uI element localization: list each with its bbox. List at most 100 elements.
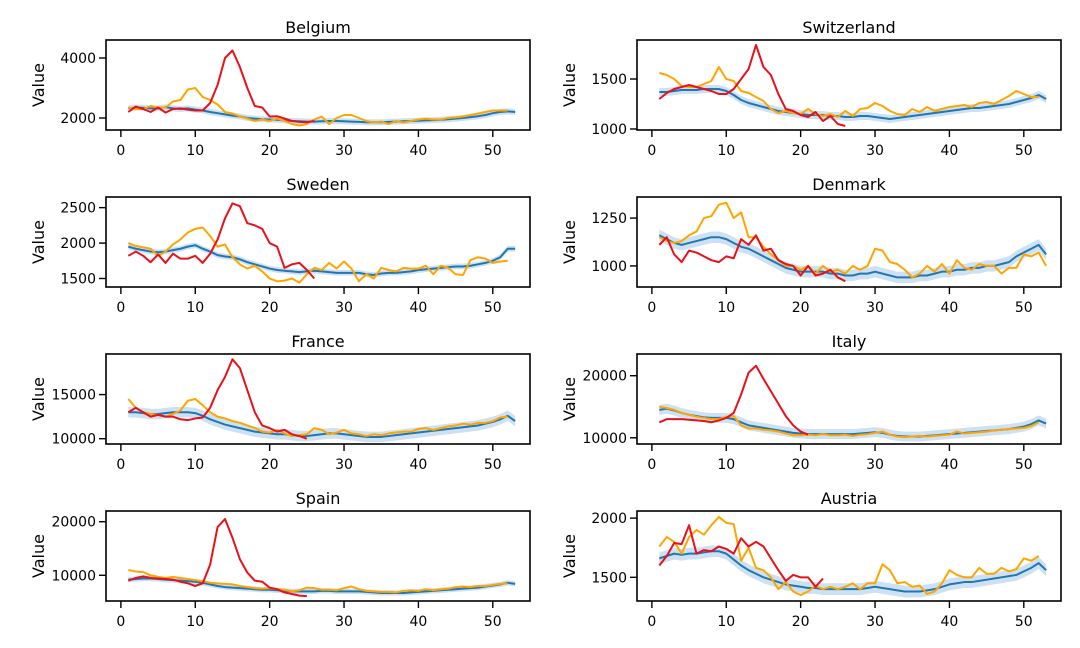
y-tick-label: 20000 bbox=[51, 515, 96, 531]
axes-frame bbox=[636, 353, 1062, 445]
series-line-orange bbox=[128, 87, 508, 127]
axes-frame bbox=[636, 510, 1062, 602]
x-tick-label: 40 bbox=[410, 614, 428, 630]
series-line-average bbox=[128, 411, 516, 438]
axes-frame bbox=[105, 510, 531, 602]
y-tick-label: 1000 bbox=[591, 122, 627, 138]
series-line-red bbox=[127, 49, 315, 124]
x-tick-label: 50 bbox=[484, 300, 502, 316]
x-tick-label: 40 bbox=[941, 300, 959, 316]
series-line-red bbox=[127, 518, 307, 598]
plot-area bbox=[658, 364, 1047, 442]
panel-title: Switzerland bbox=[802, 18, 895, 37]
y-tick-label: 10000 bbox=[51, 432, 96, 448]
y-axis-label: Value bbox=[29, 534, 48, 578]
axes-frame bbox=[636, 39, 1062, 131]
confidence-band bbox=[659, 85, 1047, 123]
plot-area bbox=[658, 515, 1047, 598]
panel-italy: 0 10 20 30 40 50 10000 20000 Italy Value bbox=[560, 332, 1062, 473]
y-tick-label: 1000 bbox=[591, 259, 627, 275]
panel-title: France bbox=[291, 332, 344, 351]
x-tick-label: 20 bbox=[792, 614, 810, 630]
x-tick-label: 30 bbox=[335, 300, 353, 316]
panel-title: Austria bbox=[821, 489, 878, 508]
series-line-average bbox=[658, 234, 1047, 279]
y-tick-label: 1500 bbox=[60, 271, 96, 287]
y-axis-label: Value bbox=[560, 377, 579, 421]
x-tick-label: 40 bbox=[941, 457, 959, 473]
y-axis-label: Value bbox=[29, 220, 48, 264]
y-tick-label: 2000 bbox=[591, 511, 627, 527]
x-tick-label: 50 bbox=[1015, 614, 1033, 630]
x-tick-label: 50 bbox=[1015, 457, 1033, 473]
x-tick-label: 10 bbox=[717, 300, 735, 316]
y-tick-label: 2500 bbox=[60, 201, 96, 217]
panel-switzerland: 0 10 20 30 40 50 1000 1500 Switzerland Value bbox=[560, 18, 1062, 159]
y-axis-label: Value bbox=[29, 377, 48, 421]
plot-area bbox=[658, 44, 1047, 127]
panel-austria: 0 10 20 30 40 50 1500 2000 Austria Value bbox=[560, 489, 1062, 630]
y-axis-label: Value bbox=[560, 220, 579, 264]
x-tick-label: 0 bbox=[647, 143, 656, 159]
series-line-orange bbox=[128, 568, 508, 594]
x-tick-label: 40 bbox=[410, 143, 428, 159]
series-line-average bbox=[128, 244, 516, 276]
x-tick-label: 0 bbox=[116, 614, 125, 630]
x-tick-label: 10 bbox=[186, 143, 204, 159]
series-line-average bbox=[128, 577, 516, 594]
x-tick-label: 40 bbox=[410, 300, 428, 316]
y-tick-label: 2000 bbox=[60, 111, 96, 127]
panel-spain: 0 10 20 30 40 50 10000 20000 Spain Value bbox=[29, 489, 531, 630]
x-tick-label: 10 bbox=[717, 457, 735, 473]
x-tick-label: 10 bbox=[186, 614, 204, 630]
series-line-orange bbox=[127, 398, 508, 438]
x-tick-label: 20 bbox=[792, 457, 810, 473]
series-line-red bbox=[127, 358, 308, 440]
x-tick-label: 40 bbox=[941, 143, 959, 159]
panel-belgium: 0 10 20 30 40 50 2000 4000 Belgium Value bbox=[29, 18, 531, 159]
plot-area bbox=[127, 202, 516, 284]
y-tick-label: 10000 bbox=[51, 568, 96, 584]
panel-title: Italy bbox=[832, 332, 867, 351]
panel-title: Denmark bbox=[812, 175, 886, 194]
series-line-orange bbox=[658, 515, 1040, 597]
x-tick-label: 50 bbox=[484, 143, 502, 159]
confidence-band bbox=[659, 403, 1047, 442]
x-tick-label: 30 bbox=[866, 143, 884, 159]
x-tick-label: 20 bbox=[261, 614, 279, 630]
x-tick-label: 0 bbox=[116, 143, 125, 159]
plot-area bbox=[127, 49, 516, 127]
series-line-red bbox=[127, 202, 316, 280]
x-tick-label: 50 bbox=[484, 614, 502, 630]
panel-sweden: 0 10 20 30 40 50 1500 2000 2500 Sweden Value bbox=[29, 175, 531, 316]
y-axis-label: Value bbox=[560, 534, 579, 578]
y-tick-label: 1250 bbox=[591, 211, 627, 227]
series-line-orange bbox=[127, 226, 508, 284]
axes-frame bbox=[636, 196, 1062, 288]
x-tick-label: 20 bbox=[261, 300, 279, 316]
x-tick-label: 40 bbox=[410, 457, 428, 473]
panel-title: Belgium bbox=[285, 18, 351, 37]
x-tick-label: 10 bbox=[186, 457, 204, 473]
x-tick-label: 20 bbox=[261, 457, 279, 473]
series-line-orange bbox=[659, 405, 1040, 439]
x-tick-label: 0 bbox=[647, 300, 656, 316]
y-tick-label: 1500 bbox=[591, 72, 627, 88]
x-tick-label: 30 bbox=[335, 457, 353, 473]
y-tick-label: 20000 bbox=[582, 369, 627, 385]
series-line-red bbox=[658, 44, 846, 127]
axes-frame bbox=[105, 196, 531, 288]
x-tick-label: 10 bbox=[717, 614, 735, 630]
y-axis-label: Value bbox=[29, 63, 48, 107]
panel-title: Spain bbox=[296, 489, 341, 508]
x-tick-label: 50 bbox=[1015, 300, 1033, 316]
series-line-red bbox=[658, 524, 824, 588]
x-tick-label: 20 bbox=[792, 300, 810, 316]
panel-france: 0 10 20 30 40 50 10000 15000 France Value bbox=[29, 332, 531, 473]
panel-denmark: 0 10 20 30 40 50 1000 1250 Denmark Value bbox=[560, 175, 1062, 316]
y-tick-label: 2000 bbox=[60, 236, 96, 252]
x-tick-label: 30 bbox=[866, 614, 884, 630]
y-tick-label: 4000 bbox=[60, 51, 96, 67]
y-tick-label: 10000 bbox=[582, 431, 627, 447]
x-tick-label: 30 bbox=[335, 143, 353, 159]
